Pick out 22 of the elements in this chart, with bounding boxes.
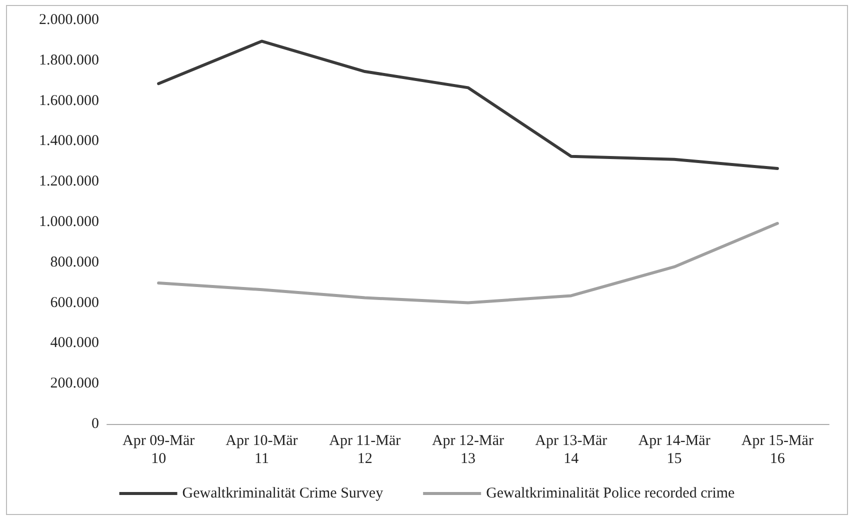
x-tick-label: Apr 11-Mär 12 <box>329 433 401 467</box>
y-tick-label: 1.400.000 <box>39 133 99 150</box>
legend-label: Gewaltkriminalität Police recorded crime <box>486 486 736 502</box>
y-tick-label: 1.000.000 <box>39 214 99 230</box>
y-tick-label: 400.000 <box>50 335 99 352</box>
x-tick-label: Apr 14-Mär 15 <box>638 433 710 467</box>
y-tick-label: 800.000 <box>50 254 99 270</box>
y-tick-label: 1.200.000 <box>39 174 99 190</box>
y-tick-label: 1.800.000 <box>39 52 99 68</box>
x-tick-label: Apr 10-Mär 11 <box>226 433 298 467</box>
y-tick-label: 0 <box>92 416 99 432</box>
line-series <box>157 40 779 170</box>
y-tick-label: 2.000.000 <box>39 12 99 28</box>
y-tick-label: 600.000 <box>50 294 99 311</box>
x-tick-label: Apr 15-Mär 16 <box>741 433 814 467</box>
y-tick-label: 200.000 <box>50 376 99 392</box>
x-tick-label: Apr 09-Mär 10 <box>122 433 195 467</box>
line-series <box>157 222 779 304</box>
y-tick-label: 1.600.000 <box>39 92 99 109</box>
legend-label: Gewaltkriminalität Crime Survey <box>182 486 384 502</box>
x-tick-label: Apr 13-Mär 14 <box>535 433 608 467</box>
x-tick-label: Apr 12-Mär 13 <box>432 433 504 467</box>
